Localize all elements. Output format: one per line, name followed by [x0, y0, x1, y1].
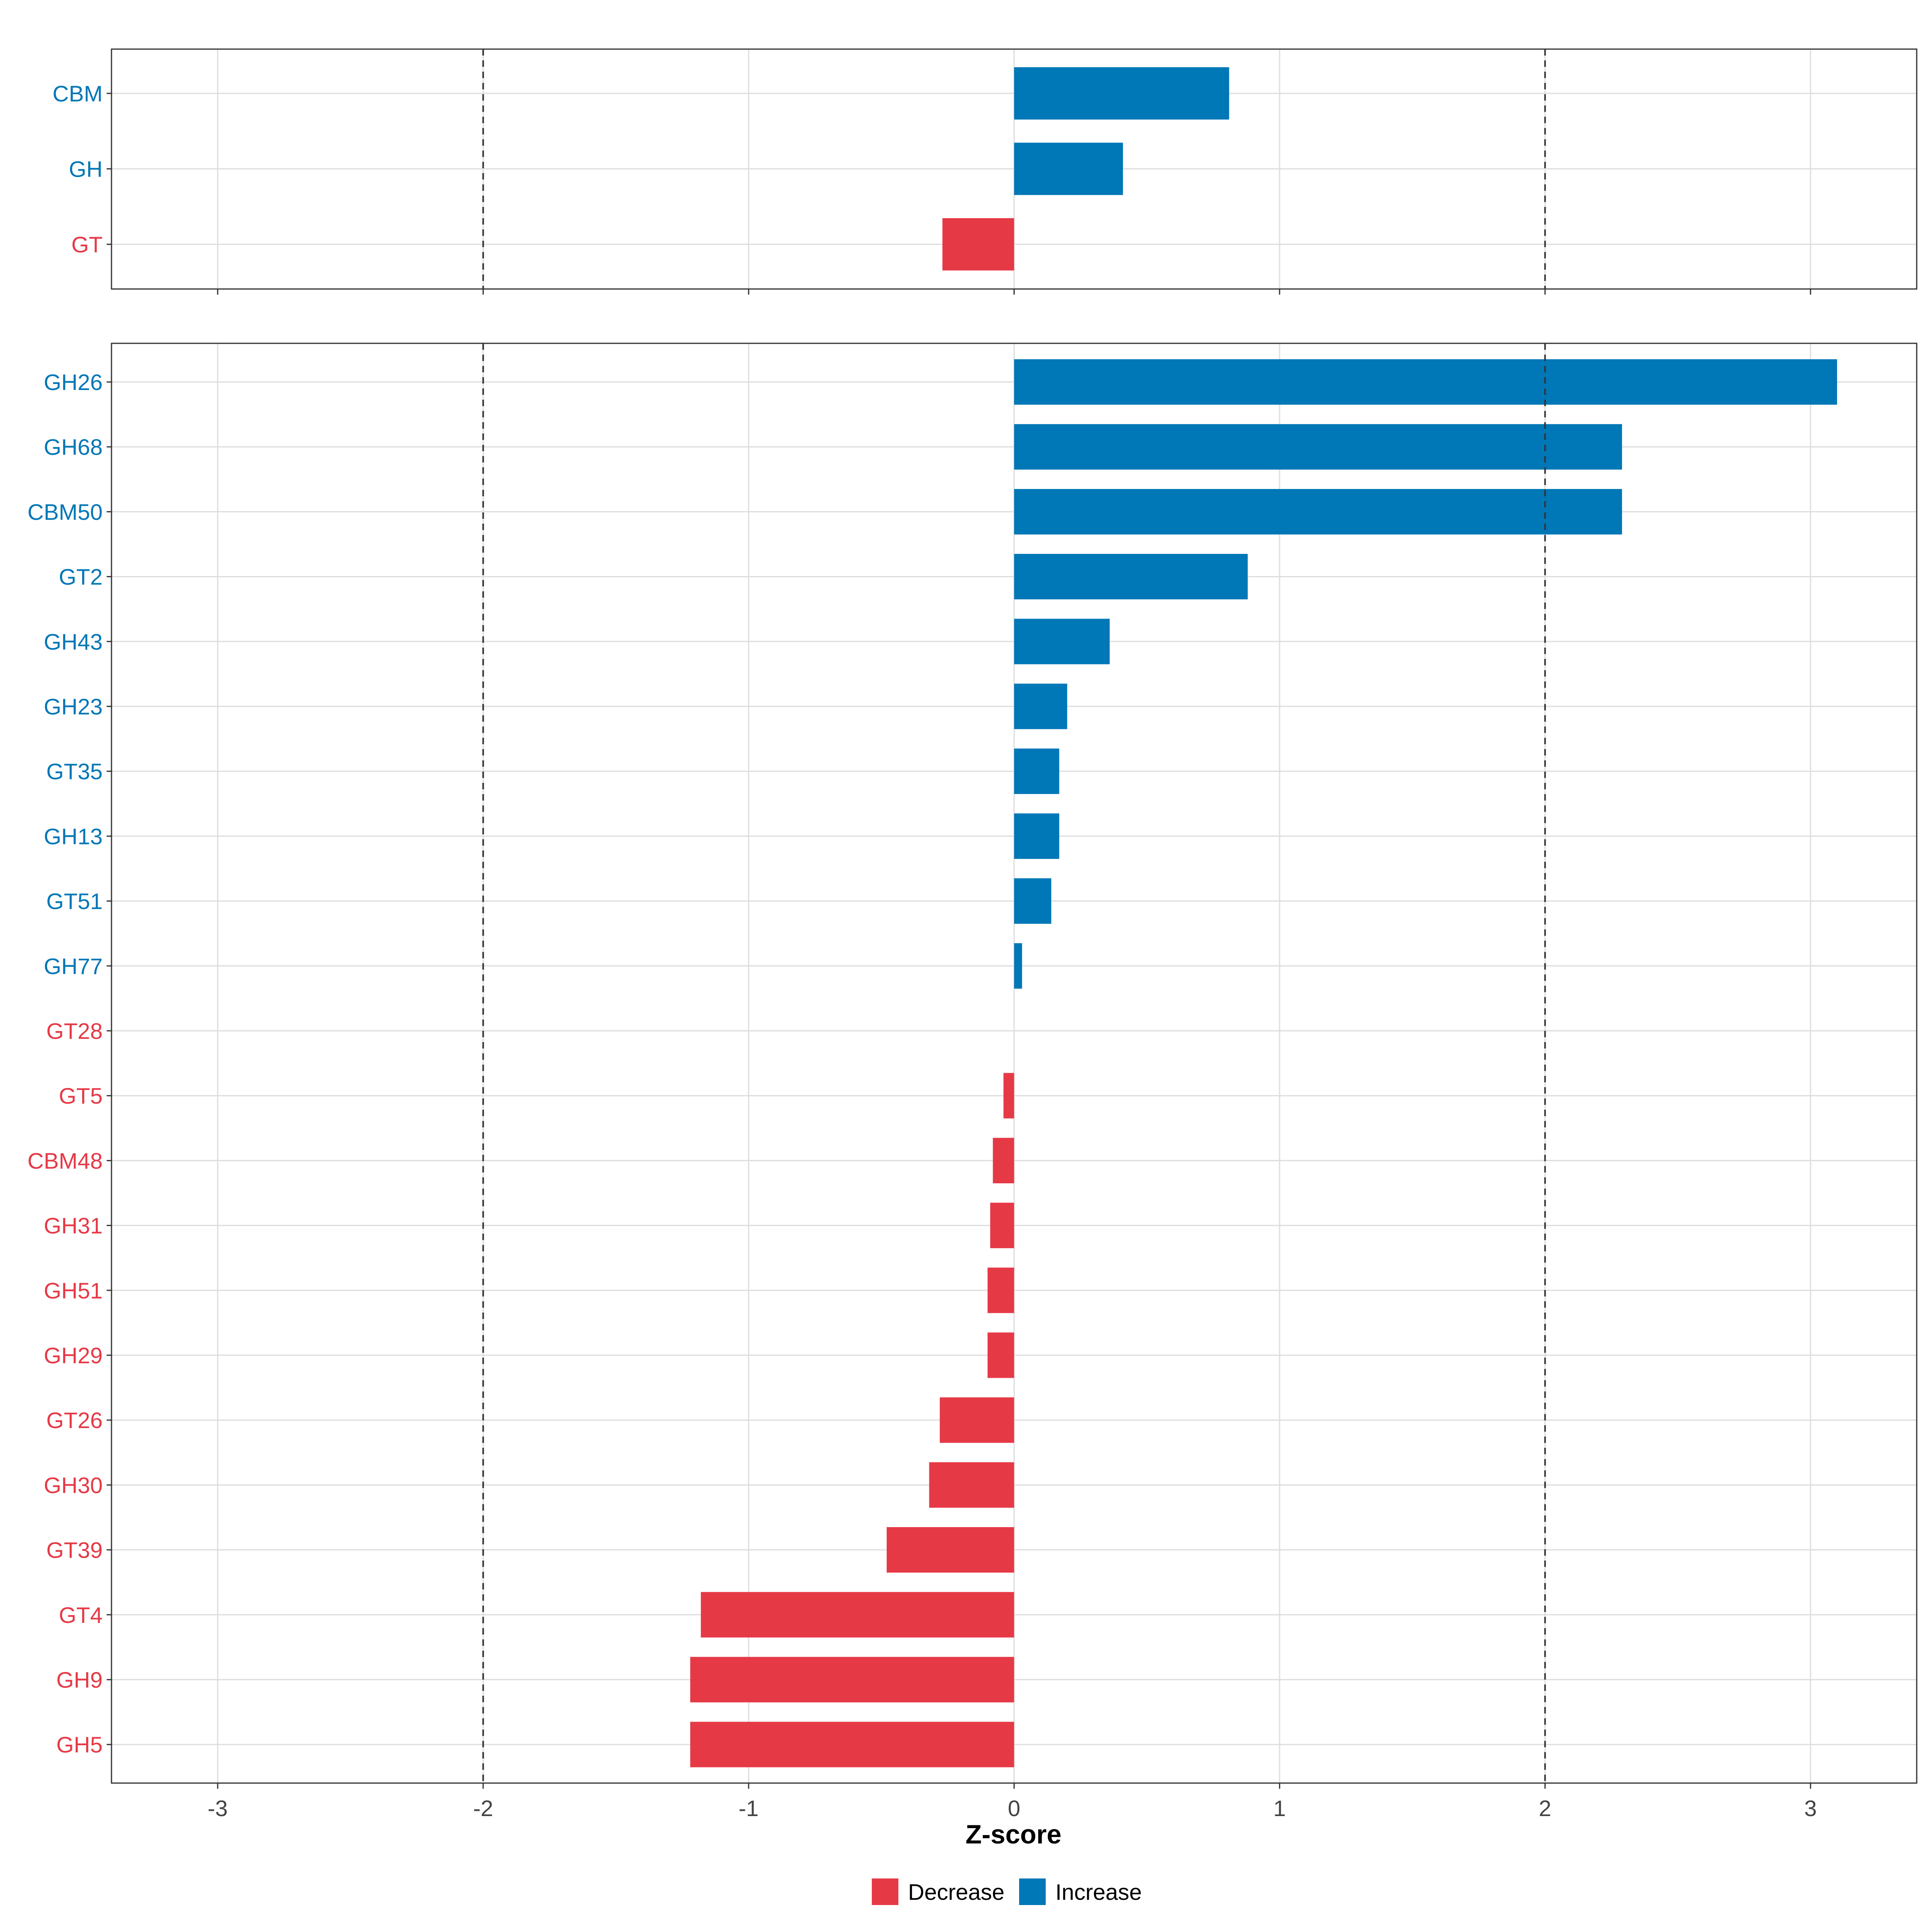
bar-gh29	[987, 1332, 1014, 1378]
category-label-gh29: GH29	[44, 1343, 103, 1368]
bar-gh13	[1014, 813, 1059, 859]
legend-swatch-increase	[1019, 1878, 1046, 1905]
category-label-gh77: GH77	[44, 954, 103, 979]
category-label-gh23: GH23	[44, 694, 103, 719]
category-label-gh: GH	[69, 157, 103, 182]
legend: Decrease Increase	[872, 1878, 1142, 1905]
bar-gt2	[1014, 554, 1248, 600]
category-label-gt: GT	[71, 232, 103, 257]
category-label-gh13: GH13	[44, 824, 103, 849]
bar-gh31	[990, 1203, 1014, 1249]
x-tick-label: 1	[1273, 1796, 1286, 1821]
category-label-cbm: CBM	[53, 81, 103, 106]
category-label-cbm50: CBM50	[27, 499, 103, 524]
bar-cbm50	[1014, 489, 1622, 535]
bar-gh	[1014, 142, 1123, 195]
category-label-gh68: GH68	[44, 434, 103, 460]
x-tick-label: 2	[1539, 1796, 1551, 1821]
legend-label-decrease: Decrease	[908, 1879, 1005, 1905]
x-tick-label: -2	[473, 1796, 493, 1821]
family-panel: GH26 GH68 CBM50 GT2 GH43 GH23 GT35 GH13 GT51 GH77…	[27, 343, 1918, 1789]
bar-gh68	[1014, 424, 1622, 470]
category-label-gh26: GH26	[44, 369, 103, 395]
bar-gt	[942, 218, 1014, 270]
bar-gh30	[929, 1462, 1014, 1508]
x-axis: -3 -2 -1 0 1 2 3	[208, 1796, 1817, 1821]
x-tick-label: -3	[208, 1796, 228, 1821]
bar-gh43	[1014, 619, 1110, 665]
legend-swatch-decrease	[872, 1878, 898, 1905]
bar-gt5	[1003, 1073, 1014, 1119]
category-label-gh51: GH51	[44, 1278, 103, 1303]
bar-gt35	[1014, 748, 1059, 794]
legend-label-increase: Increase	[1055, 1879, 1142, 1905]
bar-gh5	[690, 1721, 1014, 1767]
bar-cbm48	[993, 1137, 1014, 1183]
bar-cbm	[1014, 67, 1229, 120]
x-tick-label: 3	[1804, 1796, 1817, 1821]
category-label-gt26: GT26	[46, 1408, 103, 1433]
bar-gt51	[1014, 878, 1051, 924]
category-label-gh9: GH9	[56, 1667, 103, 1693]
bar-gh77	[1014, 943, 1022, 989]
category-label-gh5: GH5	[56, 1732, 103, 1757]
category-label-cbm48: CBM48	[27, 1148, 103, 1173]
bar-gt39	[886, 1527, 1014, 1573]
bar-gh51	[987, 1267, 1014, 1313]
bar-gh23	[1014, 683, 1067, 729]
category-label-gh30: GH30	[44, 1472, 103, 1498]
category-label-gt5: GT5	[59, 1083, 103, 1108]
x-tick-label: -1	[739, 1796, 759, 1821]
category-label-gh31: GH31	[44, 1213, 103, 1238]
category-label-gt4: GT4	[59, 1602, 103, 1628]
category-label-gt35: GT35	[46, 759, 103, 784]
category-label-gt51: GT51	[46, 889, 103, 914]
bar-gt26	[939, 1397, 1014, 1443]
category-label-gt2: GT2	[59, 564, 103, 590]
bar-gt4	[701, 1592, 1014, 1638]
bar-gh9	[690, 1657, 1014, 1703]
category-label-gt39: GT39	[46, 1538, 103, 1563]
category-label-gt28: GT28	[46, 1018, 103, 1044]
x-tick-label: 0	[1008, 1796, 1020, 1821]
category-panel: CBM GH GT	[53, 48, 1918, 295]
category-label-gh43: GH43	[44, 629, 103, 654]
x-axis-title: Z-score	[966, 1819, 1061, 1849]
bar-gh26	[1014, 359, 1837, 405]
